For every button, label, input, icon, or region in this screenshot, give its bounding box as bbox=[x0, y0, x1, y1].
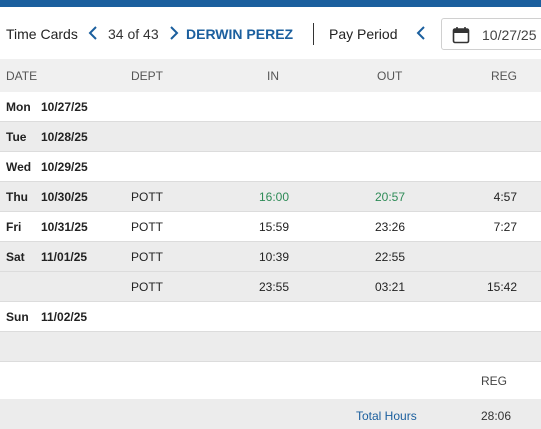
row-day: Sat bbox=[6, 250, 25, 264]
row-day: Fri bbox=[6, 220, 22, 234]
row-in-time[interactable]: 16:00 bbox=[259, 190, 290, 204]
row-date: 10/27/25 bbox=[41, 100, 88, 114]
calendar-icon bbox=[452, 26, 470, 44]
row-day: Mon bbox=[6, 100, 31, 114]
row-out-time[interactable]: 03:21 bbox=[375, 280, 406, 294]
row-date: 10/30/25 bbox=[41, 190, 88, 204]
row-day: Thu bbox=[6, 190, 28, 204]
page-title: Time Cards bbox=[6, 26, 78, 42]
table-row[interactable]: Tue 10/28/25 bbox=[0, 122, 541, 152]
row-out-time[interactable]: 23:26 bbox=[375, 220, 406, 234]
total-hours-value: 28:06 bbox=[480, 409, 511, 423]
toolbar-divider bbox=[313, 23, 314, 45]
row-date: 10/31/25 bbox=[41, 220, 88, 234]
row-reg-hours: 7:27 bbox=[493, 220, 517, 234]
row-in-time[interactable]: 23:55 bbox=[259, 280, 290, 294]
toolbar: Time Cards 34 of 43 DERWIN PEREZ Pay Per… bbox=[0, 7, 541, 59]
record-counter: 34 of 43 bbox=[108, 26, 159, 42]
column-header-dept: DEPT bbox=[131, 69, 164, 83]
table-row[interactable]: Thu 10/30/25 POTT 16:00 20:57 4:57 bbox=[0, 182, 541, 212]
pay-period-date-picker[interactable]: 10/27/25 bbox=[441, 18, 541, 50]
employee-name[interactable]: DERWIN PEREZ bbox=[186, 26, 294, 42]
column-header-in: IN bbox=[267, 69, 279, 83]
table-row[interactable]: Wed 10/29/25 bbox=[0, 152, 541, 182]
pay-period-prev-icon[interactable] bbox=[414, 24, 428, 42]
row-dept: POTT bbox=[131, 220, 163, 234]
table-row[interactable]: Sat 11/01/25 POTT 10:39 22:55 bbox=[0, 242, 541, 272]
table-spacer-row bbox=[0, 332, 541, 362]
totals-reg-label: REG bbox=[480, 374, 507, 388]
table-header: DATE DEPT IN OUT REG bbox=[0, 59, 541, 92]
row-in-time[interactable]: 10:39 bbox=[259, 250, 290, 264]
table-row[interactable]: Mon 10/27/25 bbox=[0, 92, 541, 122]
row-reg-hours: 15:42 bbox=[486, 280, 517, 294]
column-header-date: DATE bbox=[6, 69, 38, 83]
timecard-table: Mon 10/27/25 Tue 10/28/25 Wed 10/29/25 T… bbox=[0, 92, 541, 429]
pay-period-date-value: 10/27/25 bbox=[482, 27, 537, 43]
row-day: Tue bbox=[6, 130, 27, 144]
row-dept: POTT bbox=[131, 280, 163, 294]
row-date: 10/28/25 bbox=[41, 130, 88, 144]
row-date: 11/02/25 bbox=[41, 310, 88, 324]
column-header-out: OUT bbox=[377, 69, 403, 83]
row-day: Sun bbox=[6, 310, 29, 324]
table-row[interactable]: Sun 11/02/25 bbox=[0, 302, 541, 332]
totals-header: REG bbox=[0, 362, 541, 399]
row-date: 10/29/25 bbox=[41, 160, 88, 174]
row-out-time[interactable]: 20:57 bbox=[375, 190, 406, 204]
top-accent-bar bbox=[0, 0, 541, 7]
total-hours-label: Total Hours bbox=[356, 409, 417, 423]
pay-period-label: Pay Period bbox=[329, 26, 398, 42]
totals-row: Total Hours 28:06 bbox=[0, 399, 541, 429]
chevron-right-icon[interactable] bbox=[167, 24, 181, 42]
table-row[interactable]: POTT 23:55 03:21 15:42 bbox=[0, 272, 541, 302]
row-day: Wed bbox=[6, 160, 32, 174]
chevron-left-icon[interactable] bbox=[86, 24, 100, 42]
row-date: 11/01/25 bbox=[41, 250, 88, 264]
row-out-time[interactable]: 22:55 bbox=[375, 250, 406, 264]
row-in-time[interactable]: 15:59 bbox=[259, 220, 290, 234]
row-reg-hours: 4:57 bbox=[493, 190, 517, 204]
column-header-reg: REG bbox=[490, 69, 517, 83]
row-dept: POTT bbox=[131, 190, 163, 204]
row-dept: POTT bbox=[131, 250, 163, 264]
table-row[interactable]: Fri 10/31/25 POTT 15:59 23:26 7:27 bbox=[0, 212, 541, 242]
